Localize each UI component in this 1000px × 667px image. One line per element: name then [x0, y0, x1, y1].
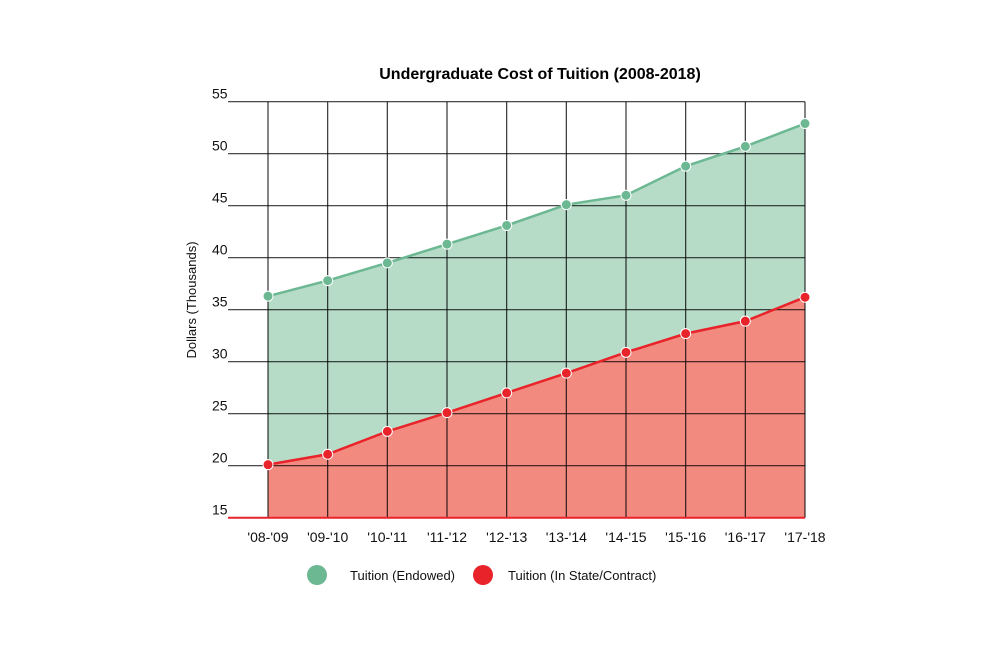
- y-tick-label: 15: [212, 502, 228, 518]
- x-tick-label: '15-'16: [665, 529, 706, 545]
- point-endowed: [560, 199, 572, 211]
- y-axis-label: Dollars (Thousands): [184, 241, 199, 358]
- x-tick-label: '14-'15: [605, 529, 646, 545]
- x-tick-label: '17-'18: [784, 529, 825, 545]
- y-tick-label: 35: [212, 294, 228, 310]
- point-in-state: [680, 328, 692, 340]
- point-in-state: [441, 407, 453, 419]
- point-in-state: [381, 425, 393, 437]
- point-in-state: [560, 367, 572, 379]
- area-in-state: [268, 297, 805, 518]
- area-endowed: [268, 123, 805, 465]
- areas: [268, 123, 805, 518]
- point-in-state: [262, 459, 274, 471]
- y-tick-label: 45: [212, 190, 228, 206]
- point-endowed: [381, 257, 393, 269]
- legend-marker-endowed: [307, 565, 327, 585]
- point-in-state: [501, 387, 513, 399]
- line-endowed: [267, 122, 806, 298]
- point-endowed: [680, 160, 692, 172]
- y-tick-label: 30: [212, 346, 228, 362]
- y-tick-label: 25: [212, 398, 228, 414]
- chart-title: Undergraduate Cost of Tuition (2008-2018…: [379, 66, 701, 83]
- y-tick-label: 40: [212, 242, 228, 258]
- point-endowed: [739, 140, 751, 152]
- legend-label-in-state: Tuition (In State/Contract): [508, 568, 656, 583]
- y-tick-label: 20: [212, 450, 228, 466]
- point-endowed: [501, 219, 513, 231]
- point-endowed: [799, 118, 811, 130]
- point-in-state: [620, 346, 632, 358]
- point-in-state: [322, 448, 334, 460]
- point-endowed: [262, 290, 274, 302]
- line-in-state: [267, 296, 806, 466]
- legend-marker-in-state: [473, 565, 493, 585]
- grid: [228, 101, 806, 519]
- point-endowed: [620, 189, 632, 201]
- point-endowed: [322, 275, 334, 287]
- y-tick-label: 55: [212, 86, 228, 102]
- x-tick-label: '08-'09: [247, 529, 288, 545]
- x-tick-label: '11-'12: [427, 529, 467, 545]
- y-ticks: 15 20 25 30 35 40 45 50 55: [212, 86, 228, 518]
- y-tick-label: 50: [212, 138, 228, 154]
- x-tick-label: '09-'10: [307, 529, 348, 545]
- legend-label-endowed: Tuition (Endowed): [350, 568, 455, 583]
- point-endowed: [441, 238, 453, 250]
- x-tick-label: '13-'14: [546, 529, 587, 545]
- x-tick-label: '10-'11: [367, 529, 407, 545]
- legend: Tuition (Endowed) Tuition (In State/Cont…: [307, 565, 656, 585]
- x-tick-label: '16-'17: [725, 529, 766, 545]
- x-ticks: '08-'09 '09-'10 '10-'11 '11-'12 '12-'13 '13-'…: [247, 529, 825, 545]
- point-in-state: [739, 315, 751, 327]
- series-lines: [262, 118, 811, 471]
- point-in-state: [799, 291, 811, 303]
- x-tick-label: '12-'13: [486, 529, 527, 545]
